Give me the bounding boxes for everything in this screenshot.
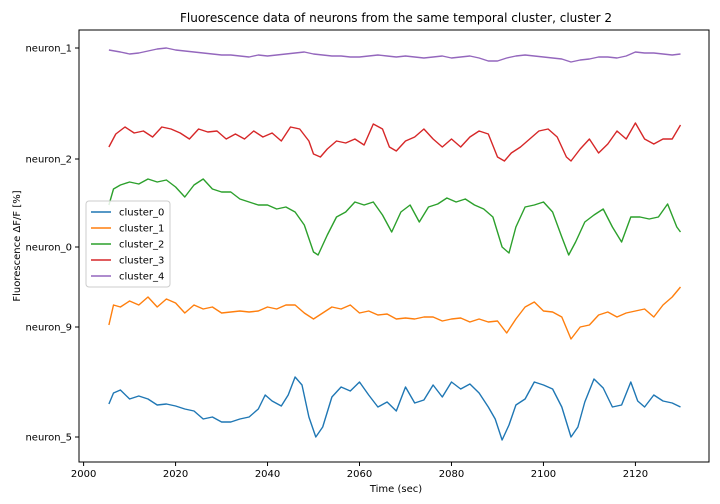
legend-label: cluster_0 [119, 208, 164, 219]
legend-label: cluster_1 [119, 224, 164, 235]
legend-label: cluster_3 [119, 256, 164, 267]
chart-title: Fluorescence data of neurons from the sa… [180, 11, 612, 25]
x-axis-label: Time (sec) [369, 484, 422, 495]
y-tick-label: neuron_9 [25, 323, 72, 334]
legend-label: cluster_4 [119, 272, 164, 283]
x-tick-label: 2060 [347, 469, 372, 480]
x-tick-label: 2080 [439, 469, 464, 480]
legend-box [85, 200, 171, 288]
series-layer [108, 47, 682, 441]
series-line-cluster_3 [108, 122, 682, 162]
x-axis: 2000 2020 2040 2060 2080 2100 2120 [71, 462, 648, 480]
series-line-cluster_1 [108, 286, 682, 340]
series-line-cluster_0 [108, 376, 681, 441]
y-tick-label: neuron_1 [25, 44, 72, 55]
plot-frame [78, 29, 710, 463]
legend-label: cluster_2 [119, 240, 164, 251]
x-tick-label: 2040 [255, 469, 280, 480]
x-tick-label: 2000 [71, 469, 96, 480]
series-line-cluster_2 [108, 178, 682, 256]
y-tick-label: neuron_2 [25, 155, 72, 166]
y-tick-label: neuron_0 [25, 243, 72, 254]
series-line-cluster_4 [108, 47, 681, 63]
x-tick-label: 2020 [163, 469, 188, 480]
y-axis: neuron_1 neuron_2 neuron_0 neuron_9 neuron_5 [25, 44, 79, 444]
y-tick-label: neuron_5 [25, 433, 72, 444]
x-tick-label: 2100 [531, 469, 556, 480]
y-axis-label: Fluorescence ΔF/F [%] [12, 190, 23, 301]
legend: cluster_0 cluster_1 cluster_2 cluster_3clus… [85, 200, 171, 288]
x-tick-label: 2120 [623, 469, 648, 480]
